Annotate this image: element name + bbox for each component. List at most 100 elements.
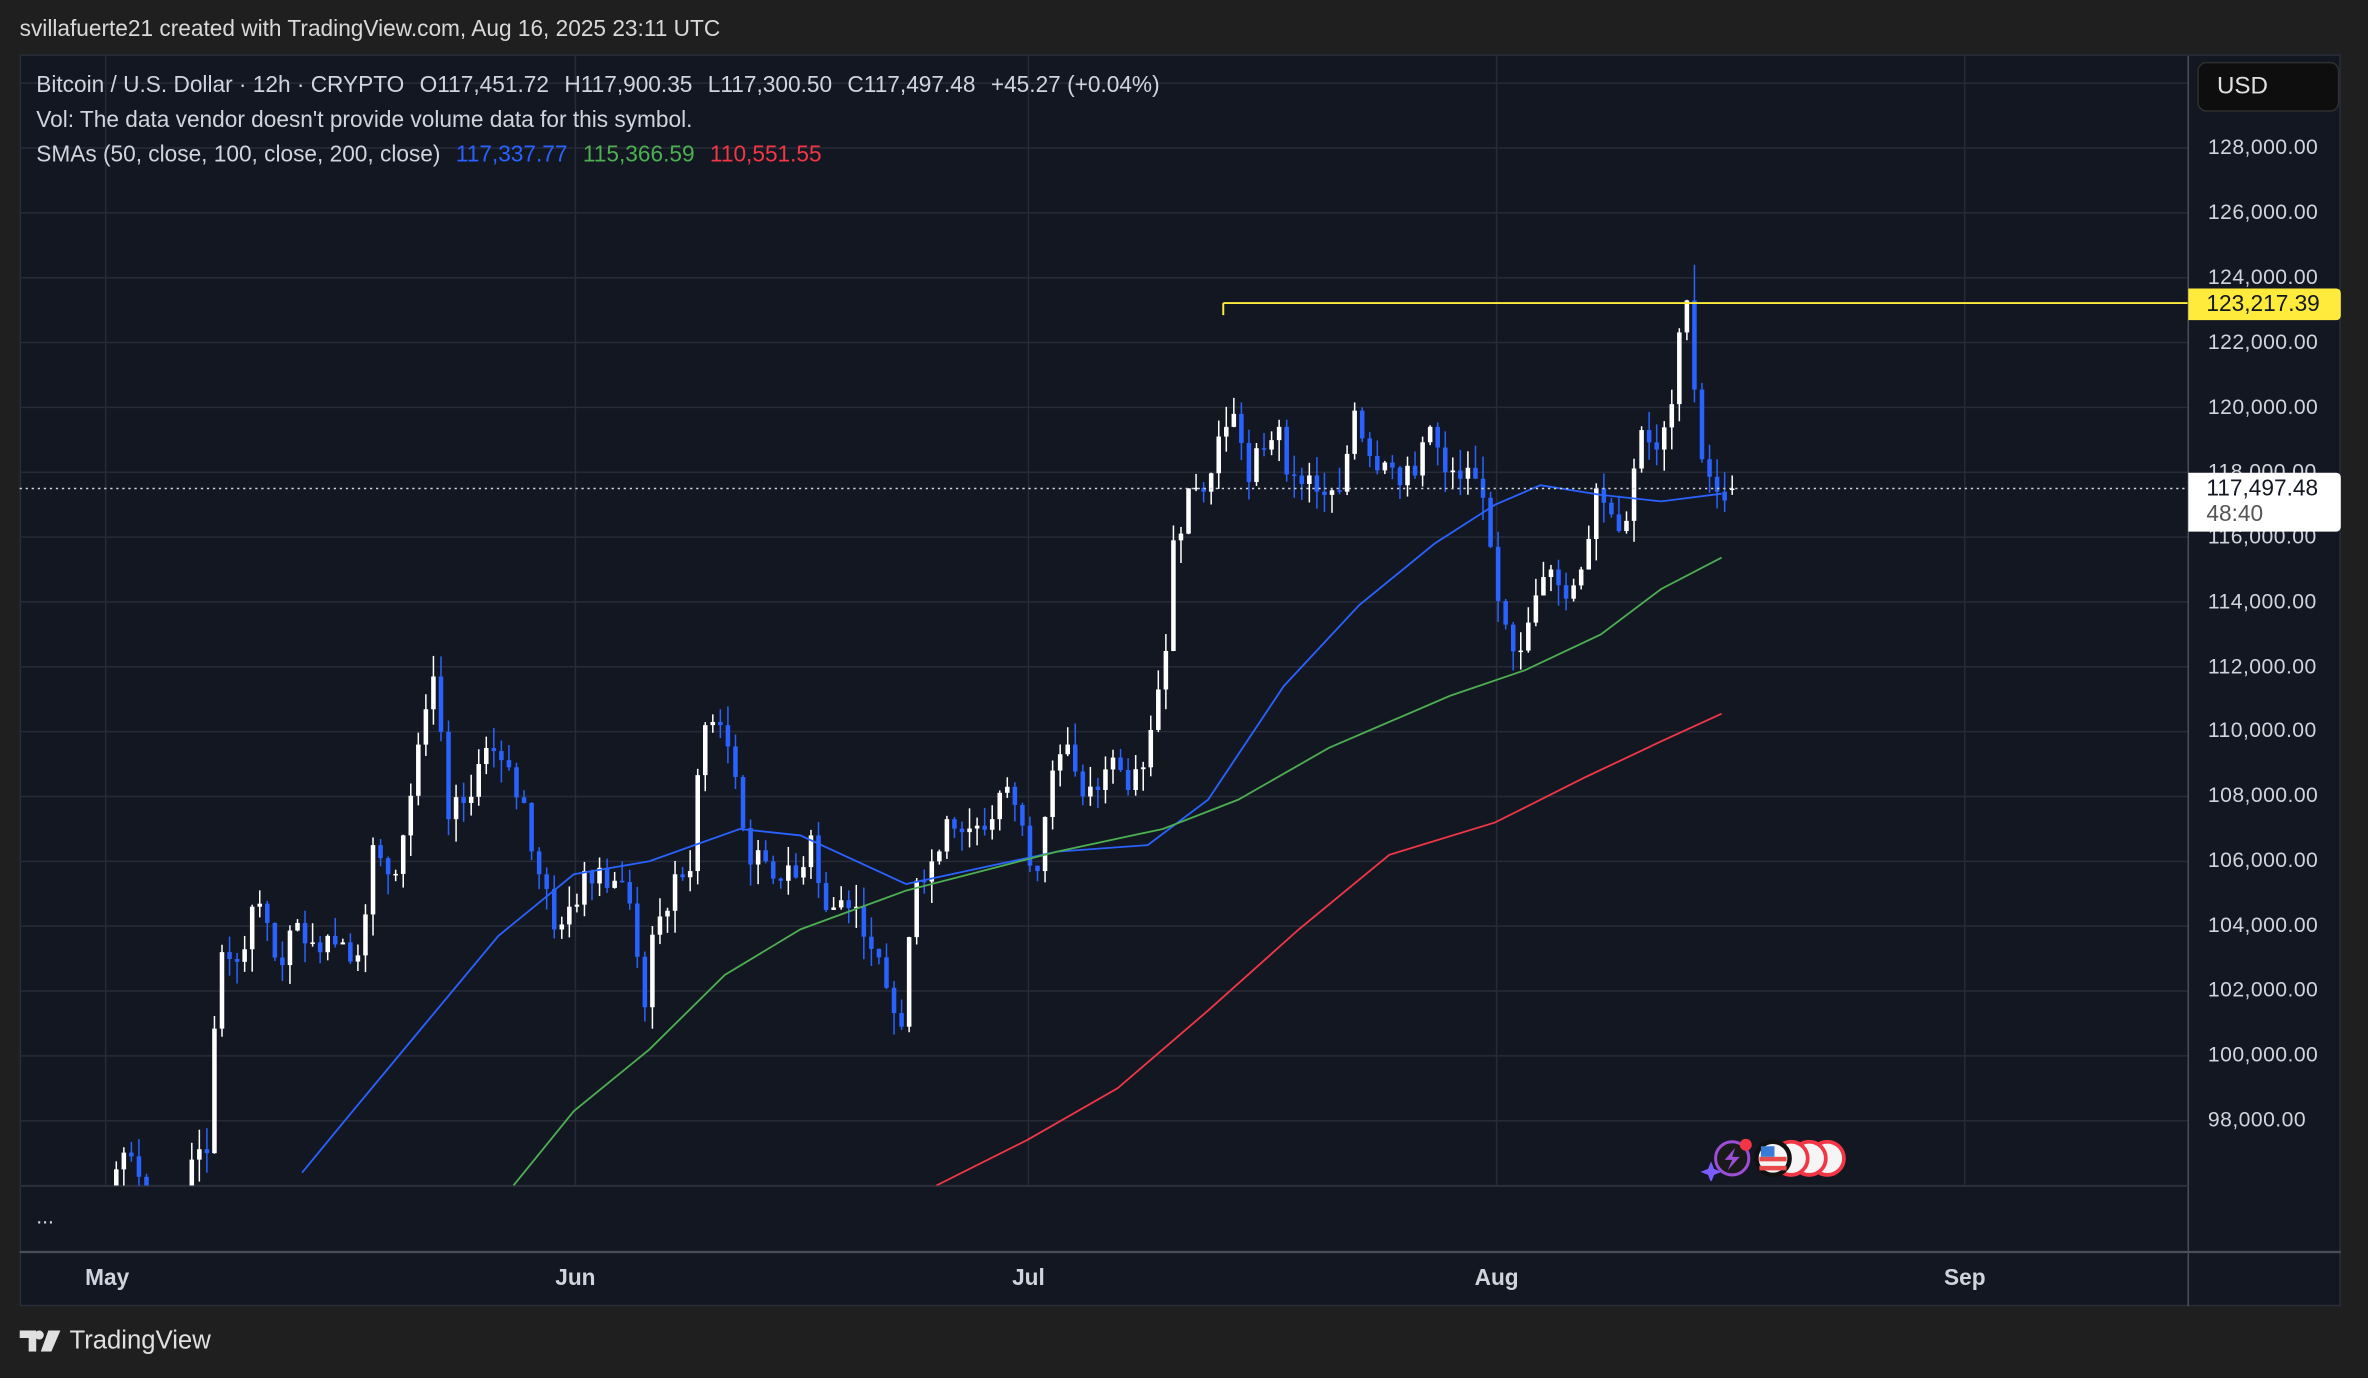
candle-body	[589, 871, 595, 884]
candle-body	[1269, 440, 1274, 450]
sma-legend[interactable]: SMAs (50, close, 100, close, 200, close)…	[36, 142, 830, 168]
candle-body	[876, 948, 882, 958]
candle-body	[1224, 426, 1229, 437]
candle-body	[1156, 689, 1161, 730]
candle-body	[1654, 442, 1659, 450]
candle-body	[152, 1189, 157, 1226]
candle-body	[325, 935, 330, 953]
lightning-event-icon[interactable]	[1700, 1138, 1752, 1181]
candle-body	[619, 880, 625, 883]
candle-body	[491, 748, 497, 752]
candle-body	[1299, 475, 1305, 484]
time-label-jun: Jun	[555, 1265, 596, 1292]
candle-body	[1231, 413, 1237, 427]
candle-body	[136, 1156, 142, 1177]
events-icons[interactable]	[1699, 1136, 1850, 1181]
candle-body	[91, 1241, 96, 1249]
chart-panel[interactable]	[19, 54, 2341, 1307]
candle-body	[891, 987, 897, 1014]
pane-more-button[interactable]: ...	[36, 1203, 54, 1228]
candle-body	[1631, 468, 1637, 521]
candle-body	[959, 828, 965, 833]
candle-body	[921, 880, 927, 883]
price-tick-label: 122,000.00	[2207, 328, 2319, 354]
horizontal-line-price-tag: 123,217.39	[2188, 288, 2341, 321]
candle-body	[378, 845, 383, 859]
candle-body	[1684, 300, 1690, 333]
candle-body	[1367, 438, 1373, 457]
candle-body	[1163, 650, 1169, 690]
us-flag-event-icons[interactable]	[1754, 1139, 1846, 1178]
candle-body	[1291, 474, 1297, 476]
sma50-line	[301, 484, 1722, 1174]
symbol-legend: Bitcoin / U.S. Dollar · 12h · CRYPTO O11…	[36, 72, 1168, 98]
candle-body	[189, 1159, 195, 1186]
candle-body	[1646, 430, 1652, 443]
candle-body	[1563, 585, 1569, 599]
candle-body	[718, 721, 723, 726]
candle-body	[476, 764, 481, 797]
candle-body	[1495, 546, 1501, 602]
candle-body	[657, 916, 663, 935]
candle-body	[1707, 459, 1712, 477]
symbol-title[interactable]: Bitcoin / U.S. Dollar · 12h · CRYPTO	[36, 72, 405, 99]
time-label-jul: Jul	[1012, 1265, 1045, 1292]
candle-body	[1057, 754, 1063, 771]
candle-body	[1412, 465, 1418, 476]
candle-body	[952, 819, 957, 829]
ohlc-open: O117,451.72	[419, 72, 549, 99]
candle-body	[423, 709, 429, 745]
price-tick-label: 108,000.00	[2207, 782, 2319, 808]
candle-body	[574, 904, 580, 907]
candle-body	[31, 1218, 36, 1228]
candle-body	[54, 1260, 59, 1262]
candle-body	[46, 1231, 51, 1260]
candle-body	[1261, 448, 1267, 450]
candle-body	[242, 949, 247, 962]
candle-body	[431, 676, 436, 710]
price-tick-label: 110,000.00	[2207, 718, 2317, 743]
candle-body	[1103, 769, 1108, 790]
candle-body	[642, 956, 648, 1008]
candle-body	[733, 746, 738, 778]
price-tick-label: 98,000.00	[2207, 1107, 2307, 1132]
price-tick-label: 128,000.00	[2207, 134, 2319, 159]
candle-body	[612, 880, 617, 888]
candle-body	[1035, 865, 1040, 872]
candle-body	[831, 907, 836, 910]
candle-body	[1254, 448, 1259, 482]
candle-body	[1246, 442, 1252, 482]
candle-body	[23, 1228, 28, 1231]
candle-body	[461, 797, 466, 803]
candle-body	[1216, 436, 1221, 474]
candle-body	[1133, 769, 1138, 790]
last-price-value: 117,497.48	[2206, 475, 2319, 502]
candle-body	[1473, 467, 1478, 479]
candle-body	[823, 883, 829, 910]
candle-body	[370, 845, 376, 915]
candle-body	[1420, 442, 1425, 476]
candle-body	[846, 900, 851, 909]
candle-body	[332, 935, 338, 945]
time-label-sep: Sep	[1943, 1265, 1986, 1292]
candle-body	[740, 777, 746, 829]
candle-body	[227, 952, 232, 959]
candle-body	[197, 1149, 202, 1160]
candle-body	[793, 865, 799, 878]
candle-body	[748, 828, 753, 865]
candle-body	[1465, 467, 1471, 479]
candle-body	[1405, 465, 1410, 486]
candle-body	[1020, 804, 1025, 826]
currency-button[interactable]: USD	[2197, 61, 2340, 112]
candle-body	[906, 937, 912, 1027]
candle-body	[635, 903, 640, 957]
tradingview-logo[interactable]: TradingView	[19, 1326, 211, 1356]
sma100-line	[512, 556, 1723, 1186]
candle-body	[1729, 488, 1735, 491]
candle-body	[272, 922, 278, 958]
candle-body	[1352, 410, 1357, 454]
candle-body	[1699, 389, 1705, 460]
candle-body	[861, 906, 867, 937]
candle-body	[506, 760, 512, 768]
